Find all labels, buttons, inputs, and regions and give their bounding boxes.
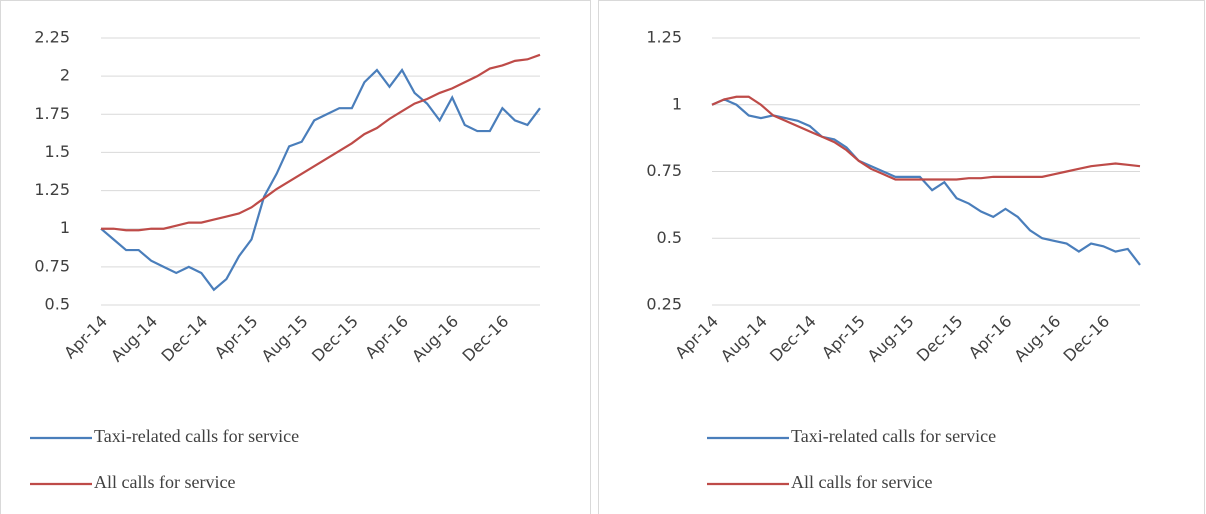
y-tick-label: 1.75 [34,104,70,123]
series-line [711,95,1141,181]
x-tick-label: Aug-16 [408,312,462,366]
x-tick-label: Apr-15 [818,312,869,363]
x-tick-label: Dec-15 [308,312,362,366]
y-tick-label: 2 [60,66,70,85]
x-tick-label: Apr-14 [671,312,722,363]
panel-border [598,0,1205,514]
x-tick-label: Aug-15 [258,312,312,366]
y-tick-label: 1 [60,218,70,237]
x-tick-label: Dec-16 [1060,312,1114,366]
x-tick-label: Dec-14 [158,312,212,366]
x-tick-label: Dec-14 [766,312,820,366]
y-tick-label: 1.5 [45,142,70,161]
y-tick-label: 0.5 [657,228,682,247]
legend-label: All calls for service [94,472,235,492]
y-tick-label: 1 [672,94,682,113]
legend-label: All calls for service [791,472,932,492]
x-tick-label: Apr-15 [211,312,262,363]
x-tick-label: Aug-16 [1010,312,1064,366]
x-tick-label: Apr-16 [361,312,412,363]
y-tick-label: 1.25 [34,180,70,199]
series-line [101,53,541,232]
panel-border [0,0,591,514]
x-tick-label: Aug-15 [864,312,918,366]
y-tick-label: 1.25 [646,28,682,47]
x-tick-label: Aug-14 [107,312,161,366]
x-tick-label: Apr-14 [60,312,111,363]
y-tick-label: 2.25 [34,28,70,47]
y-tick-label: 0.75 [646,161,682,180]
x-tick-label: Aug-14 [717,312,771,366]
x-tick-label: Apr-16 [965,312,1016,363]
y-tick-label: 0.75 [34,256,70,275]
series-line [711,98,1141,266]
x-tick-label: Dec-15 [913,312,967,366]
series-line [100,68,541,292]
legend-label: Taxi-related calls for service [94,426,299,446]
legend-label: Taxi-related calls for service [791,426,996,446]
y-tick-label: 0.5 [45,295,70,314]
y-tick-label: 0.25 [646,295,682,314]
x-tick-label: Dec-16 [459,312,513,366]
